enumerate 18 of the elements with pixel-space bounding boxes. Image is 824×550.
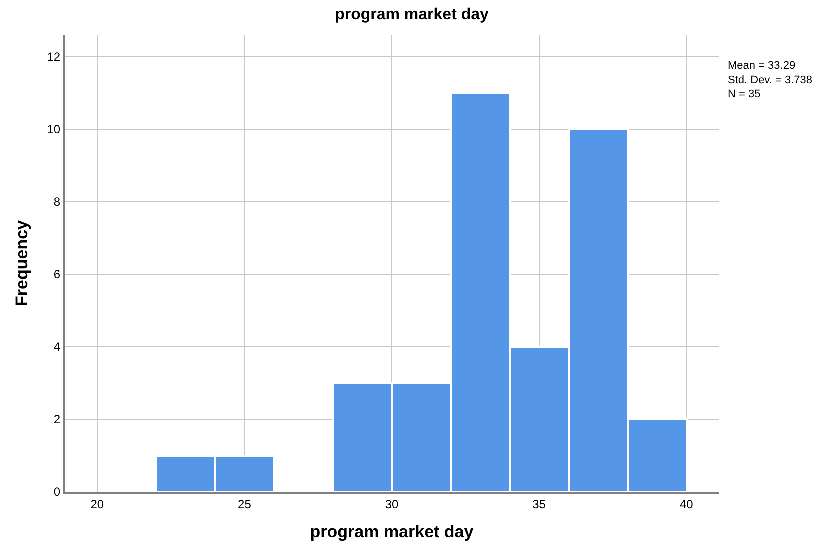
- x-tick-label: 40: [680, 497, 694, 512]
- x-tick-label: 30: [385, 497, 399, 512]
- y-tick-label: 4: [54, 340, 61, 354]
- y-tick-label: 10: [47, 122, 61, 136]
- text: Std. Dev. = 3.738: [728, 74, 812, 86]
- x-axis-title: program market day: [310, 522, 474, 542]
- x-tick-label: 20: [90, 497, 104, 512]
- y-axis-title: Frequency: [12, 220, 32, 306]
- y-tick-label: 6: [54, 268, 61, 282]
- y-tick-label: 0: [54, 485, 61, 500]
- chart-title: program market day: [335, 6, 490, 24]
- text: Mean = 33.29: [728, 60, 796, 72]
- y-tick-label: 2: [54, 412, 61, 427]
- text: N = 35: [728, 88, 761, 101]
- x-tick-label: 35: [532, 497, 546, 512]
- y-tick-label: 8: [54, 195, 61, 210]
- y-tick-label: 12: [47, 50, 61, 64]
- x-tick-label: 25: [238, 497, 252, 512]
